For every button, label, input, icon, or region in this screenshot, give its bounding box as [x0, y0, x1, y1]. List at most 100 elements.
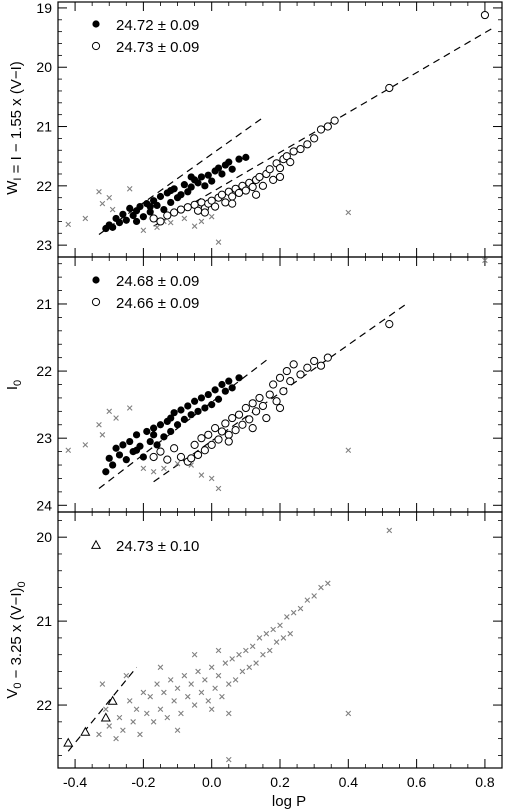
- data-point-cross: [212, 685, 218, 692]
- data-point-filled-circle: [156, 421, 165, 429]
- data-point-cross: [184, 693, 191, 700]
- data-point-open-circle: [310, 134, 319, 143]
- data-point-cross: [123, 672, 130, 679]
- data-point-filled-circle: [115, 451, 124, 459]
- data-point-cross: [482, 257, 488, 264]
- data-point-open-circle: [282, 366, 291, 376]
- data-point-open-circle: [176, 452, 186, 462]
- data-point-open-circle: [193, 206, 203, 215]
- data-point-open-circle: [211, 202, 220, 211]
- data-point-cross: [345, 209, 352, 216]
- data-point-cross: [181, 672, 188, 679]
- data-point-open-circle: [289, 360, 298, 369]
- data-point-open-circle: [303, 140, 312, 149]
- data-point-cross: [222, 660, 229, 666]
- data-point-open-circle: [200, 208, 209, 217]
- data-point-open-circle: [275, 403, 285, 413]
- data-point-open-circle: [163, 455, 172, 464]
- data-point-cross: [140, 465, 147, 472]
- x-tick-label: 0.0: [202, 774, 222, 790]
- data-point-cross: [195, 668, 201, 675]
- data-point-cross: [287, 630, 294, 637]
- data-point-cross: [325, 580, 331, 587]
- data-point-filled-circle: [122, 456, 130, 464]
- data-point-open-circle: [275, 373, 285, 382]
- data-point-filled-circle: [139, 213, 147, 221]
- data-point-open-circle: [190, 440, 199, 449]
- data-point-open-circle: [323, 122, 332, 131]
- data-point-filled-circle: [211, 386, 219, 394]
- data-point-filled-circle: [170, 409, 178, 417]
- data-point-open-triangle: [107, 695, 118, 705]
- y-tick-label: 23: [36, 430, 52, 446]
- data-point-open-circle: [303, 363, 312, 372]
- data-point-cross: [96, 421, 102, 428]
- data-point-cross: [297, 605, 304, 612]
- data-point-open-circle: [269, 175, 278, 185]
- data-point-cross: [174, 685, 181, 692]
- panel-top: 19 20 21 22 23 WI = I − 1.55 x (V−I) 24.72 ±…: [4, 0, 503, 258]
- data-point-cross: [113, 415, 119, 421]
- data-point-filled-circle: [173, 421, 182, 429]
- data-point-cross: [181, 215, 188, 222]
- data-point-open-circle: [170, 444, 179, 453]
- data-point-cross: [154, 681, 160, 687]
- data-point-filled-circle: [153, 441, 161, 449]
- data-point-open-circle: [251, 190, 261, 199]
- legend-marker-open-circle: [91, 41, 101, 51]
- data-point-open-circle: [385, 320, 394, 329]
- data-point-cross: [270, 626, 276, 633]
- data-point-filled-circle: [143, 427, 151, 436]
- data-point-open-circle: [296, 144, 305, 154]
- data-point-open-circle: [207, 196, 216, 205]
- legend-middle-filled-text: 24.68 ± 0.09: [116, 273, 199, 290]
- data-point-cross: [106, 194, 113, 201]
- data-point-filled-circle: [136, 202, 144, 211]
- data-point-open-circle: [262, 413, 271, 423]
- data-point-cross: [208, 213, 215, 220]
- y-tick-label: 20: [36, 529, 52, 545]
- legend-top-filled-text: 24.72 ± 0.09: [116, 17, 199, 34]
- ylabel-middle: I0: [4, 380, 24, 390]
- data-point-cross: [150, 468, 157, 475]
- data-point-open-circle: [265, 390, 274, 399]
- data-point-cross: [65, 447, 72, 454]
- data-point-cross: [154, 224, 160, 231]
- xlabel: log P: [272, 793, 306, 810]
- data-point-cross: [157, 706, 164, 713]
- data-point-cross: [167, 677, 174, 683]
- data-point-filled-circle: [115, 219, 124, 227]
- data-point-cross: [188, 681, 194, 687]
- data-point-cross: [219, 693, 225, 700]
- data-point-cross: [229, 656, 235, 662]
- legend-marker-filled-circle: [92, 20, 100, 28]
- data-point-filled-circle: [146, 202, 154, 211]
- data-point-open-circle: [204, 430, 213, 439]
- ylabel-bottom: V0 − 3.25 x (V−I)0: [4, 581, 28, 698]
- data-point-open-circle: [234, 188, 244, 198]
- y-tick-label: 23: [36, 237, 52, 253]
- data-point-cross: [263, 630, 270, 637]
- data-point-filled-circle: [126, 204, 134, 212]
- data-point-filled-circle: [139, 453, 147, 461]
- data-point-filled-circle: [235, 155, 243, 163]
- data-point-open-circle: [183, 203, 192, 212]
- data-point-open-circle: [251, 407, 261, 416]
- data-point-cross: [280, 635, 287, 641]
- data-point-open-circle: [211, 424, 220, 433]
- data-point-cross: [345, 447, 352, 454]
- data-point-filled-circle: [187, 183, 195, 191]
- data-point-cross: [126, 186, 133, 192]
- data-point-filled-circle: [194, 407, 202, 415]
- data-point-open-circle: [193, 450, 203, 460]
- data-point-filled-circle: [122, 216, 130, 224]
- x-tick-label: 0.2: [270, 774, 290, 790]
- data-point-cross: [116, 714, 123, 721]
- data-point-open-circle: [238, 420, 247, 429]
- data-point-filled-circle: [119, 441, 127, 449]
- data-point-filled-circle: [167, 198, 175, 207]
- data-point-filled-circle: [201, 404, 209, 412]
- data-point-filled-circle: [109, 461, 117, 469]
- x-tick-label: -0.4: [63, 774, 87, 790]
- data-point-filled-circle: [150, 424, 158, 432]
